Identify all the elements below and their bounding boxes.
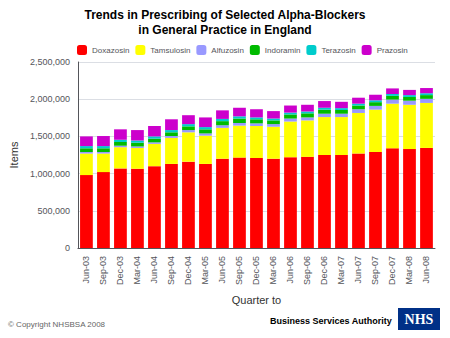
svg-text:Sep-03: Sep-03 xyxy=(98,256,108,285)
svg-text:Trends in Prescribing of Selec: Trends in Prescribing of Selected Alpha-… xyxy=(85,8,366,22)
svg-text:Sep-04: Sep-04 xyxy=(166,256,176,285)
svg-text:Alfuzosin: Alfuzosin xyxy=(211,46,243,55)
svg-text:Items: Items xyxy=(8,141,20,168)
svg-text:Sep-07: Sep-07 xyxy=(370,256,380,285)
svg-text:Mar-08: Mar-08 xyxy=(404,256,414,285)
svg-text:© Copyright NHSBSA 2008: © Copyright NHSBSA 2008 xyxy=(8,320,106,329)
svg-text:Doxazosin: Doxazosin xyxy=(92,46,129,55)
svg-text:Mar-06: Mar-06 xyxy=(268,256,278,285)
svg-text:500,000: 500,000 xyxy=(37,206,70,216)
svg-text:Indoramin: Indoramin xyxy=(265,46,301,55)
svg-text:Tamsulosin: Tamsulosin xyxy=(150,46,190,55)
svg-text:Jun-06: Jun-06 xyxy=(285,256,295,284)
svg-text:Mar-07: Mar-07 xyxy=(336,256,346,285)
svg-text:Mar-05: Mar-05 xyxy=(200,256,210,285)
svg-text:Jun-07: Jun-07 xyxy=(353,256,363,284)
svg-text:in General Practice in England: in General Practice in England xyxy=(138,23,311,37)
svg-text:1,000,000: 1,000,000 xyxy=(30,169,70,179)
svg-text:Jun-03: Jun-03 xyxy=(81,256,91,284)
svg-text:Quarter to: Quarter to xyxy=(232,294,282,306)
svg-text:Sep-05: Sep-05 xyxy=(234,256,244,285)
svg-text:Business Services Authority: Business Services Authority xyxy=(270,316,392,326)
svg-text:Mar-04: Mar-04 xyxy=(132,256,142,285)
svg-text:1,500,000: 1,500,000 xyxy=(30,131,70,141)
svg-text:Dec-03: Dec-03 xyxy=(115,256,125,285)
svg-text:Dec-05: Dec-05 xyxy=(251,256,261,285)
svg-text:Dec-04: Dec-04 xyxy=(183,256,193,285)
svg-text:Prazosin: Prazosin xyxy=(377,46,408,55)
svg-text:Jun-08: Jun-08 xyxy=(421,256,431,284)
svg-text:Jun-05: Jun-05 xyxy=(217,256,227,284)
svg-text:Jun-04: Jun-04 xyxy=(149,256,159,284)
svg-text:NHS: NHS xyxy=(405,312,434,327)
svg-text:Dec-06: Dec-06 xyxy=(319,256,329,285)
svg-text:2,500,000: 2,500,000 xyxy=(30,57,70,67)
svg-text:Terazosin: Terazosin xyxy=(321,46,355,55)
svg-text:0: 0 xyxy=(65,243,70,253)
svg-text:Sep-06: Sep-06 xyxy=(302,256,312,285)
svg-text:2,000,000: 2,000,000 xyxy=(30,94,70,104)
svg-text:Dec-07: Dec-07 xyxy=(387,256,397,285)
